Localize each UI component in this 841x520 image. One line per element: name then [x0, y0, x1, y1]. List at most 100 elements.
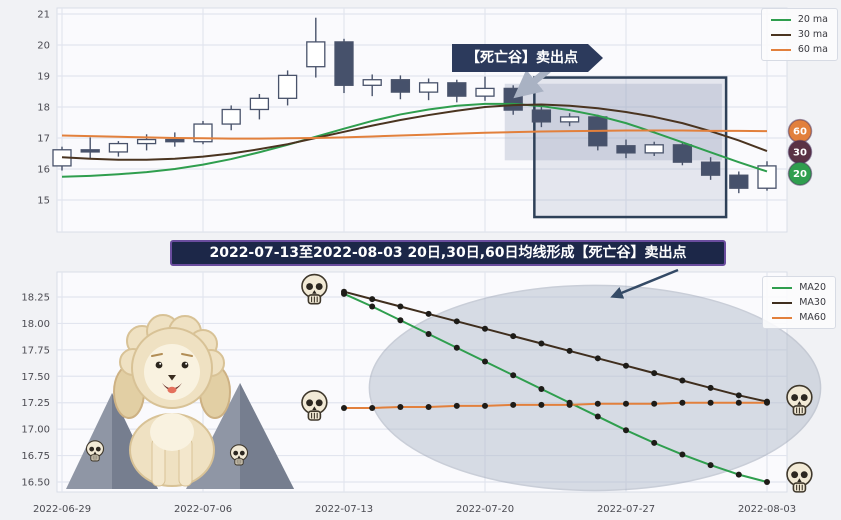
- marker-dot: [510, 401, 517, 408]
- annotation-arrows: [513, 66, 679, 299]
- marker-dot: [764, 479, 770, 485]
- legend-label: 20 ma: [797, 14, 828, 25]
- marker-dot: [679, 399, 686, 406]
- marker-dot: [735, 399, 742, 406]
- tick-label: 18.25: [21, 293, 50, 304]
- death-valley-title-banner: 2022-07-13至2022-08-03 20日,30日,60日均线形成【死亡…: [170, 240, 726, 266]
- candle-body: [221, 108, 241, 125]
- marker-dot: [453, 318, 460, 325]
- marker-dot: [679, 377, 686, 384]
- marker-dot: [397, 317, 404, 324]
- tick-label: 16.50: [21, 478, 50, 489]
- marker-dot: [453, 344, 460, 351]
- legend-swatch-30ma: [770, 33, 791, 36]
- candle-body: [475, 87, 495, 97]
- legend-swatch-ma20: [772, 286, 793, 289]
- legend-swatch-ma60: [772, 316, 793, 319]
- legend-item: MA30: [772, 297, 826, 308]
- candlestick-panel: 60 30 20: [52, 17, 813, 219]
- marker-dot: [482, 402, 488, 409]
- tick-label: 19: [37, 72, 50, 83]
- candle-body: [277, 74, 298, 99]
- tick-label: 20: [37, 41, 50, 52]
- mountain-right-shade: [240, 383, 294, 489]
- tick-label: 18.00: [21, 319, 50, 330]
- marker-dot: [679, 451, 686, 458]
- tick-label: 17.25: [21, 398, 50, 409]
- legend-swatch-60ma: [770, 48, 791, 51]
- marker-dot: [369, 303, 376, 310]
- marker-dot: [538, 340, 545, 347]
- legend-item: 60 ma: [770, 44, 828, 55]
- tick-label: 21: [37, 10, 50, 21]
- candle-body: [165, 138, 185, 143]
- legend-item: 30 ma: [770, 29, 828, 40]
- candle-body: [700, 161, 721, 176]
- marker-dot: [623, 400, 629, 407]
- legend-bottom-panel: MA20 MA30 MA60: [762, 276, 836, 329]
- tick-label: 15: [37, 196, 50, 207]
- marker-dot: [651, 400, 658, 407]
- legend-item: 20 ma: [770, 14, 828, 25]
- tick-label: 16: [37, 165, 50, 176]
- tick-label: 2022-07-06: [174, 504, 232, 515]
- marker-dot: [707, 462, 714, 469]
- poodle-icon: [113, 314, 231, 487]
- candle-body: [80, 149, 100, 153]
- candle-body: [531, 109, 552, 123]
- marker-dot: [566, 347, 573, 354]
- tick-label: 30: [793, 147, 807, 158]
- candle-body: [616, 145, 636, 154]
- marker-dot: [510, 333, 517, 340]
- ma-lines-panel: [301, 273, 822, 493]
- marker-dot: [707, 384, 714, 391]
- poodle-mountains-illustration: [66, 314, 294, 489]
- marker-dot: [538, 401, 545, 408]
- legend-label: MA20: [799, 282, 826, 293]
- skull-icon: [786, 461, 813, 493]
- marker-dot: [341, 288, 347, 295]
- candle-body: [418, 82, 439, 93]
- candle-body: [334, 41, 354, 86]
- legend-label: MA60: [799, 312, 826, 323]
- marker-dot: [594, 400, 601, 407]
- death-valley-ellipse: [368, 284, 822, 492]
- tick-label: 16.75: [21, 451, 50, 462]
- candle-body: [362, 79, 382, 86]
- legend-swatch-20ma: [770, 18, 791, 21]
- marker-dot: [369, 405, 376, 412]
- marker-dot: [566, 401, 573, 408]
- tick-label: 2022-07-13: [315, 504, 373, 515]
- marker-dot: [651, 370, 658, 377]
- marker-dot: [425, 331, 432, 338]
- tick-label: 2022-07-27: [597, 504, 655, 515]
- marker-dot: [397, 303, 404, 310]
- candle-body: [306, 41, 326, 68]
- marker-dot: [735, 392, 742, 399]
- legend-label: MA30: [799, 297, 826, 308]
- candle-body: [108, 142, 129, 153]
- marker-dot: [707, 399, 714, 406]
- tick-label: 17.75: [21, 345, 50, 356]
- marker-dot: [538, 385, 545, 392]
- marker-dot: [482, 358, 488, 365]
- legend-label: 60 ma: [797, 44, 828, 55]
- marker-dot: [482, 325, 488, 332]
- ma-line-60ma: [61, 129, 768, 140]
- marker-dot: [651, 439, 658, 446]
- legend-swatch-ma30: [772, 301, 793, 304]
- tick-label: 17.00: [21, 425, 50, 436]
- marker-dot: [735, 471, 742, 478]
- candle-body: [559, 116, 580, 123]
- ma-line-MA20: [343, 292, 768, 483]
- callout-arrow: [513, 66, 552, 99]
- marker-dot: [623, 362, 629, 369]
- candle-body: [757, 165, 777, 189]
- candle-body: [729, 174, 749, 189]
- banner-to-ellipse-arrow: [610, 268, 679, 299]
- tick-label: 17.50: [21, 372, 50, 383]
- tick-label: 60: [793, 127, 807, 138]
- tick-label: 2022-08-03: [738, 504, 796, 515]
- legend-top-panel: 20 ma 30 ma 60 ma: [760, 8, 838, 61]
